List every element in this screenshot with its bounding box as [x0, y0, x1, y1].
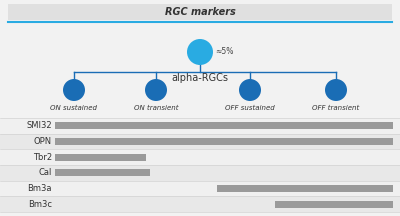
FancyBboxPatch shape	[0, 196, 400, 212]
FancyBboxPatch shape	[55, 138, 393, 145]
Text: ≈5%: ≈5%	[215, 48, 233, 57]
Ellipse shape	[325, 79, 347, 101]
FancyBboxPatch shape	[0, 165, 400, 181]
FancyBboxPatch shape	[275, 201, 393, 208]
FancyBboxPatch shape	[55, 122, 393, 129]
FancyBboxPatch shape	[0, 118, 400, 134]
Ellipse shape	[63, 79, 85, 101]
Text: ON sustained: ON sustained	[50, 105, 98, 111]
Ellipse shape	[145, 79, 167, 101]
FancyBboxPatch shape	[0, 149, 400, 165]
FancyBboxPatch shape	[0, 134, 400, 149]
Text: ON transient: ON transient	[134, 105, 178, 111]
Text: OFF sustained: OFF sustained	[225, 105, 275, 111]
Text: Cal: Cal	[39, 168, 52, 177]
FancyBboxPatch shape	[217, 185, 393, 192]
Text: alpha-RGCs: alpha-RGCs	[172, 73, 228, 83]
Ellipse shape	[187, 39, 213, 65]
Text: Tbr2: Tbr2	[33, 153, 52, 162]
Text: Bm3c: Bm3c	[28, 200, 52, 209]
Text: Bm3a: Bm3a	[28, 184, 52, 193]
Text: OFF transient: OFF transient	[312, 105, 360, 111]
FancyBboxPatch shape	[55, 169, 150, 176]
Text: OPN: OPN	[34, 137, 52, 146]
Ellipse shape	[239, 79, 261, 101]
Text: RGC markers: RGC markers	[165, 7, 235, 17]
FancyBboxPatch shape	[0, 181, 400, 196]
FancyBboxPatch shape	[8, 4, 392, 20]
FancyBboxPatch shape	[55, 154, 146, 161]
Text: SMI32: SMI32	[26, 121, 52, 130]
